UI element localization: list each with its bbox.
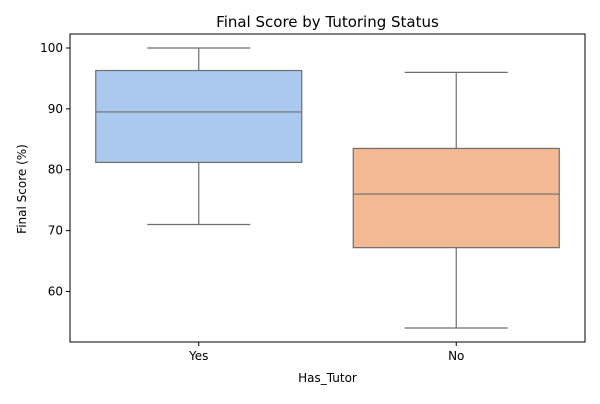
x-axis-label: Has_Tutor	[298, 371, 357, 385]
x-tick-label-no: No	[448, 349, 464, 363]
plot-area: 60 70 80 90 100 Yes No	[40, 33, 586, 363]
x-tick-label-yes: Yes	[188, 349, 208, 363]
box-yes	[95, 69, 303, 164]
y-axis-label: Final Score (%)	[15, 144, 29, 234]
y-tick-label: 60	[48, 284, 63, 298]
y-tick-label: 80	[48, 163, 63, 177]
chart-title: Final Score by Tutoring Status	[216, 13, 439, 31]
plot-frame	[69, 33, 586, 343]
y-tick-label: 90	[48, 102, 63, 116]
y-tick-label: 100	[40, 41, 63, 55]
box-no	[352, 147, 560, 249]
y-tick-label: 70	[48, 224, 63, 238]
